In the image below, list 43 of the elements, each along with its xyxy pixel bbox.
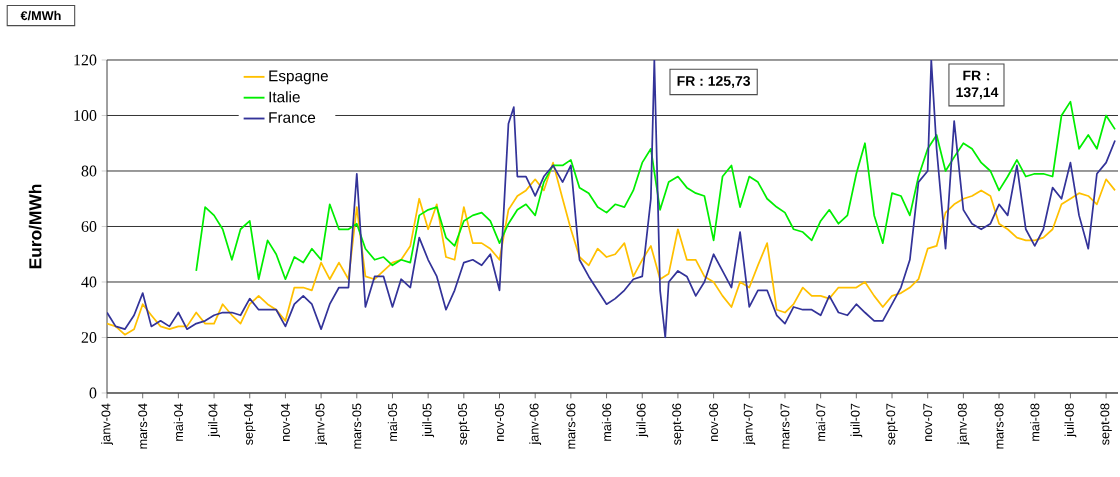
x-tick-label: janv-07 [743, 403, 756, 445]
x-tick-label: mars-07 [780, 403, 790, 449]
x-tick-label: juil-06 [636, 403, 649, 438]
x-tick-label: janv-05 [315, 403, 328, 445]
x-tick-label: sept-07 [886, 403, 898, 445]
text: €/MWh [20, 10, 61, 21]
x-tick-label: mai-06 [601, 403, 612, 441]
y-tick-label: 100 [74, 110, 97, 121]
x-tick-label: sept-08 [1100, 403, 1112, 445]
annotation: FR : 125,73 [677, 76, 751, 88]
legend-label: France [269, 112, 316, 123]
y-tick-label: 40 [81, 276, 97, 288]
x-tick-label: nov-06 [709, 403, 719, 441]
legend-label: Italie [269, 91, 300, 103]
x-tick-label: sept-06 [672, 403, 684, 445]
x-tick-label: juil-08 [1064, 403, 1077, 438]
x-tick-label: nov-05 [495, 403, 504, 441]
x-tick-label: juil-05 [422, 403, 435, 438]
y-axis-title: Euro/MWh [28, 184, 42, 269]
x-tick-label: mai-04 [173, 403, 184, 441]
x-tick-label: juil-04 [208, 403, 220, 438]
x-tick-label: mars-05 [352, 403, 362, 449]
y-tick-label: 0 [89, 387, 97, 399]
x-tick-label: janv-04 [101, 403, 113, 445]
x-tick-label: sept-04 [244, 403, 256, 445]
y-tick-label: 80 [81, 165, 97, 177]
y-tick-label: 120 [74, 54, 97, 66]
x-tick-label: nov-07 [923, 403, 933, 441]
x-tick-label: mars-04 [138, 403, 148, 449]
annotation: FR : 137,14 [956, 70, 999, 100]
y-tick-label: 60 [81, 221, 97, 232]
x-tick-label: sept-05 [458, 403, 470, 445]
legend-label: Espagne [269, 70, 328, 85]
x-tick-label: janv-08 [957, 403, 970, 445]
x-tick-label: mai-05 [387, 403, 398, 441]
x-tick-label: mars-08 [994, 403, 1004, 449]
x-tick-label: janv-06 [529, 403, 542, 445]
y-tick-label: 20 [81, 332, 97, 343]
x-tick-label: mai-08 [1030, 403, 1040, 441]
x-tick-label: mai-07 [816, 403, 826, 441]
x-tick-label: juil-07 [850, 403, 863, 438]
x-tick-label: nov-04 [280, 403, 290, 441]
x-tick-label: mars-06 [566, 403, 576, 449]
